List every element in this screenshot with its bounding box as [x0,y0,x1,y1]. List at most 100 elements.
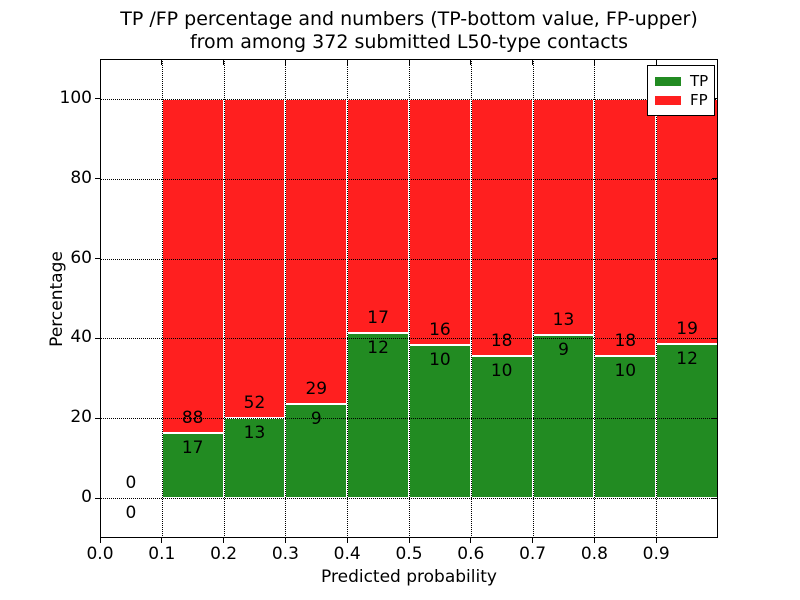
legend-swatch-fp [655,96,681,105]
x-tick-label: 0.9 [642,544,670,564]
gridline-x0.8 [594,59,596,538]
x-tick-label: 0.8 [580,544,608,564]
fp-count-label: 29 [305,378,328,399]
x-tick-label: 0.3 [271,544,299,564]
y-tick-mark-right [712,258,717,260]
legend-label-tp: TP [690,72,709,90]
bar-fp [532,98,595,335]
bar-fp [161,98,224,434]
legend-item-tp: TP [655,72,709,91]
legend: TP FP [647,65,715,116]
gridline-x0.3 [285,59,287,538]
tp-count-label: 10 [429,349,451,370]
x-tick-mark [284,538,286,543]
legend-label-fp: FP [690,91,708,109]
chart-title-line-1: TP /FP percentage and numbers (TP-bottom… [120,8,698,30]
y-tick-label: 60 [70,247,92,268]
x-tick-mark-top [593,60,595,65]
fp-count-label: 19 [676,318,698,339]
bar-fp [656,98,718,344]
y-tick-mark-right [712,178,717,180]
y-tick-label: 80 [70,167,92,188]
x-tick-mark [593,538,595,543]
bar-fp [347,98,409,333]
y-tick-mark-right [712,417,717,419]
y-tick-mark-right [712,337,717,339]
y-tick-mark [95,417,100,419]
x-tick-mark [408,538,410,543]
fp-count-label: 18 [614,330,637,351]
tp-count-label: 10 [614,360,637,381]
fp-count-label: 52 [243,393,266,414]
bar-fp [594,98,657,356]
x-tick-label: 0.6 [457,544,485,564]
x-tick-mark [655,538,657,543]
x-tick-mark-top [346,60,348,65]
y-tick-label: 0 [81,487,92,508]
gridline-x0.9 [656,59,658,538]
x-tick-label: 0.2 [210,544,238,564]
bar-fp [285,98,348,404]
x-tick-mark [470,538,472,543]
bar-fp [223,98,286,419]
chart-title-line-2: from among 372 submitted L50-type contac… [189,31,629,53]
bar-tp [532,334,595,499]
x-tick-mark-top [223,60,225,65]
gridline-x0.6 [470,59,472,538]
fp-count-label: 88 [181,408,204,429]
x-tick-mark [223,538,225,543]
y-tick-label: 40 [70,327,92,348]
bar-tp [285,403,348,499]
gridline-x0.2 [223,59,225,538]
bar-tp [409,344,471,499]
x-tick-mark [99,538,101,543]
fp-count-label: 18 [490,330,513,351]
x-tick-mark-top [532,60,534,65]
fp-count-label: 17 [367,307,389,328]
bar-fp [470,98,533,356]
tp-count-label: 12 [676,348,698,369]
x-tick-mark-top [655,60,657,65]
y-tick-label: 20 [70,407,92,428]
tp-count-label: 0 [125,503,137,524]
x-tick-label: 0.5 [395,544,423,564]
fp-count-label: 16 [429,319,451,340]
x-tick-mark-top [284,60,286,65]
tp-count-label: 9 [558,339,569,360]
x-tick-mark [532,538,534,543]
bar-tp [594,355,657,499]
tp-count-label: 12 [367,337,389,358]
x-tick-label: 0.4 [333,544,361,564]
y-tick-mark [95,98,100,100]
tp-count-label: 17 [181,438,204,459]
gridline-x0.7 [532,59,534,538]
tp-count-label: 10 [490,360,513,381]
y-tick-mark-right [712,497,717,499]
chart-title: TP /FP percentage and numbers (TP-bottom… [100,8,718,54]
x-tick-label: 0.0 [86,544,114,564]
x-tick-mark-top [161,60,163,65]
legend-item-fp: FP [655,91,708,110]
y-tick-mark [95,178,100,180]
gridline-x0.1 [161,59,163,538]
tp-count-label: 9 [310,408,322,429]
fp-count-label: 0 [125,473,137,494]
x-tick-mark-top [470,60,472,65]
y-tick-label: 100 [59,87,92,108]
x-axis-label: Predicted probability [321,567,497,587]
y-tick-mark [95,258,100,260]
legend-swatch-tp [655,77,681,86]
x-tick-label: 0.7 [519,544,547,564]
y-tick-mark [95,337,100,339]
fp-count-label: 13 [552,309,575,330]
gridline-x0.5 [409,59,410,538]
tp-count-label: 13 [243,423,266,444]
gridline-x0.4 [347,59,349,538]
bar-fp [409,98,471,345]
x-tick-mark-top [408,60,410,65]
bar-tp [470,355,533,499]
x-tick-label: 0.1 [148,544,176,564]
x-tick-mark [346,538,348,543]
x-tick-mark [161,538,163,543]
